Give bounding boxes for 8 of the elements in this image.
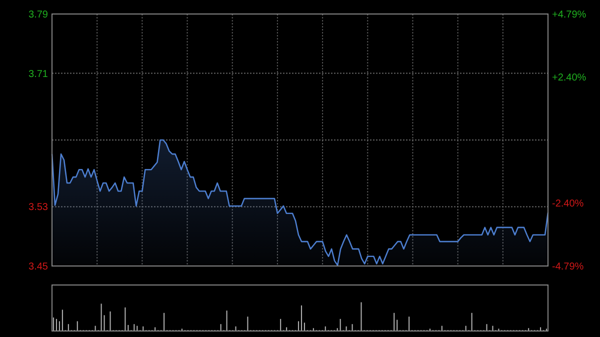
y-tick-label: 3.53 [28, 202, 48, 214]
y-tick-label: 3.71 [28, 68, 48, 80]
y-tick-label: 3.79 [28, 10, 48, 20]
y2-tick-label: -4.79% [552, 262, 584, 272]
y-tick-label: 3.45 [28, 262, 48, 272]
y2-tick-label: +2.40% [552, 72, 586, 84]
y2-tick-label: +4.79% [552, 10, 586, 20]
y2-tick-label: -2.40% [552, 198, 584, 210]
